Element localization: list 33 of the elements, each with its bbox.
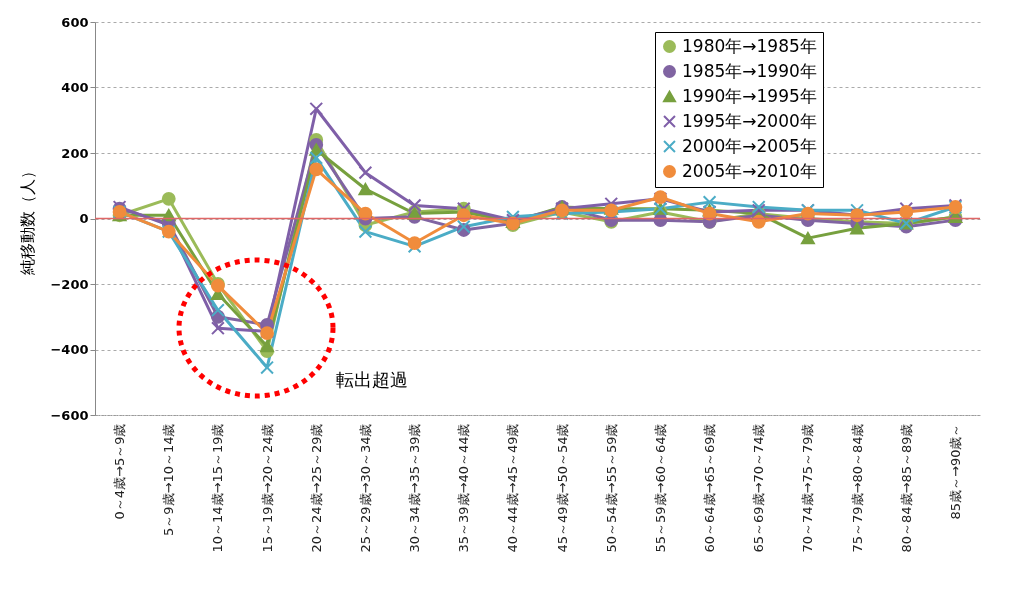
- y-tick-label: 0: [79, 211, 89, 226]
- legend-label: 2000年→2005年: [682, 135, 817, 156]
- legend-label: 1990年→1995年: [682, 85, 817, 106]
- x-tick-label: 70～74歳→75～79歳: [800, 423, 816, 553]
- x-tick-label: 0～4歳→5～9歳: [112, 423, 128, 520]
- legend-label: 1995年→2000年: [682, 110, 817, 131]
- x-tick-label: 60～64歳→65～69歳: [702, 423, 718, 553]
- y-tick-label: 400: [61, 80, 89, 95]
- y-tick-label: 600: [61, 14, 89, 30]
- legend-label: 2005年→2010年: [682, 160, 817, 181]
- y-tick-label: −200: [50, 276, 89, 292]
- annotation: 転出超過: [336, 369, 408, 390]
- x-tick-label: 35～39歳→40～44歳: [456, 423, 472, 553]
- x-tick-label: 45～49歳→50～54歳: [554, 423, 570, 553]
- x-tick-label: 65～69歳→70～74歳: [751, 423, 767, 553]
- x-tick-label: 30～34歳→35～39歳: [407, 423, 423, 553]
- x-tick-label: 75～79歳→80～84歳: [849, 423, 865, 553]
- legend-label: 1985年→1990年: [682, 60, 817, 81]
- x-tick-label: 15～19歳→20～24歳: [259, 423, 275, 553]
- y-tick-label: −400: [50, 342, 89, 357]
- x-tick-label: 5～9歳→10～14歳: [161, 423, 177, 537]
- x-tick-label: 85歳～→90歳～: [947, 423, 963, 520]
- x-tick-label: 20～24歳→25～29歳: [308, 423, 324, 553]
- y-tick-label: −600: [50, 407, 89, 423]
- x-tick-label: 40～44歳→45～49歳: [505, 423, 521, 553]
- x-tick-label: 50～54歳→55～59歳: [603, 423, 619, 553]
- x-tick-label: 80～84歳→85～89歳: [898, 423, 914, 553]
- legend-label: 1980年→1985年: [682, 35, 817, 56]
- x-tick-label: 55～59歳→60～64歳: [652, 423, 668, 553]
- y-tick-label: 200: [61, 145, 89, 161]
- x-tick-label: 10～14歳→15～19歳: [210, 423, 226, 553]
- x-tick-label: 25～29歳→30～34歳: [357, 423, 373, 553]
- y-axis-title: 純移動数（人）: [18, 163, 38, 275]
